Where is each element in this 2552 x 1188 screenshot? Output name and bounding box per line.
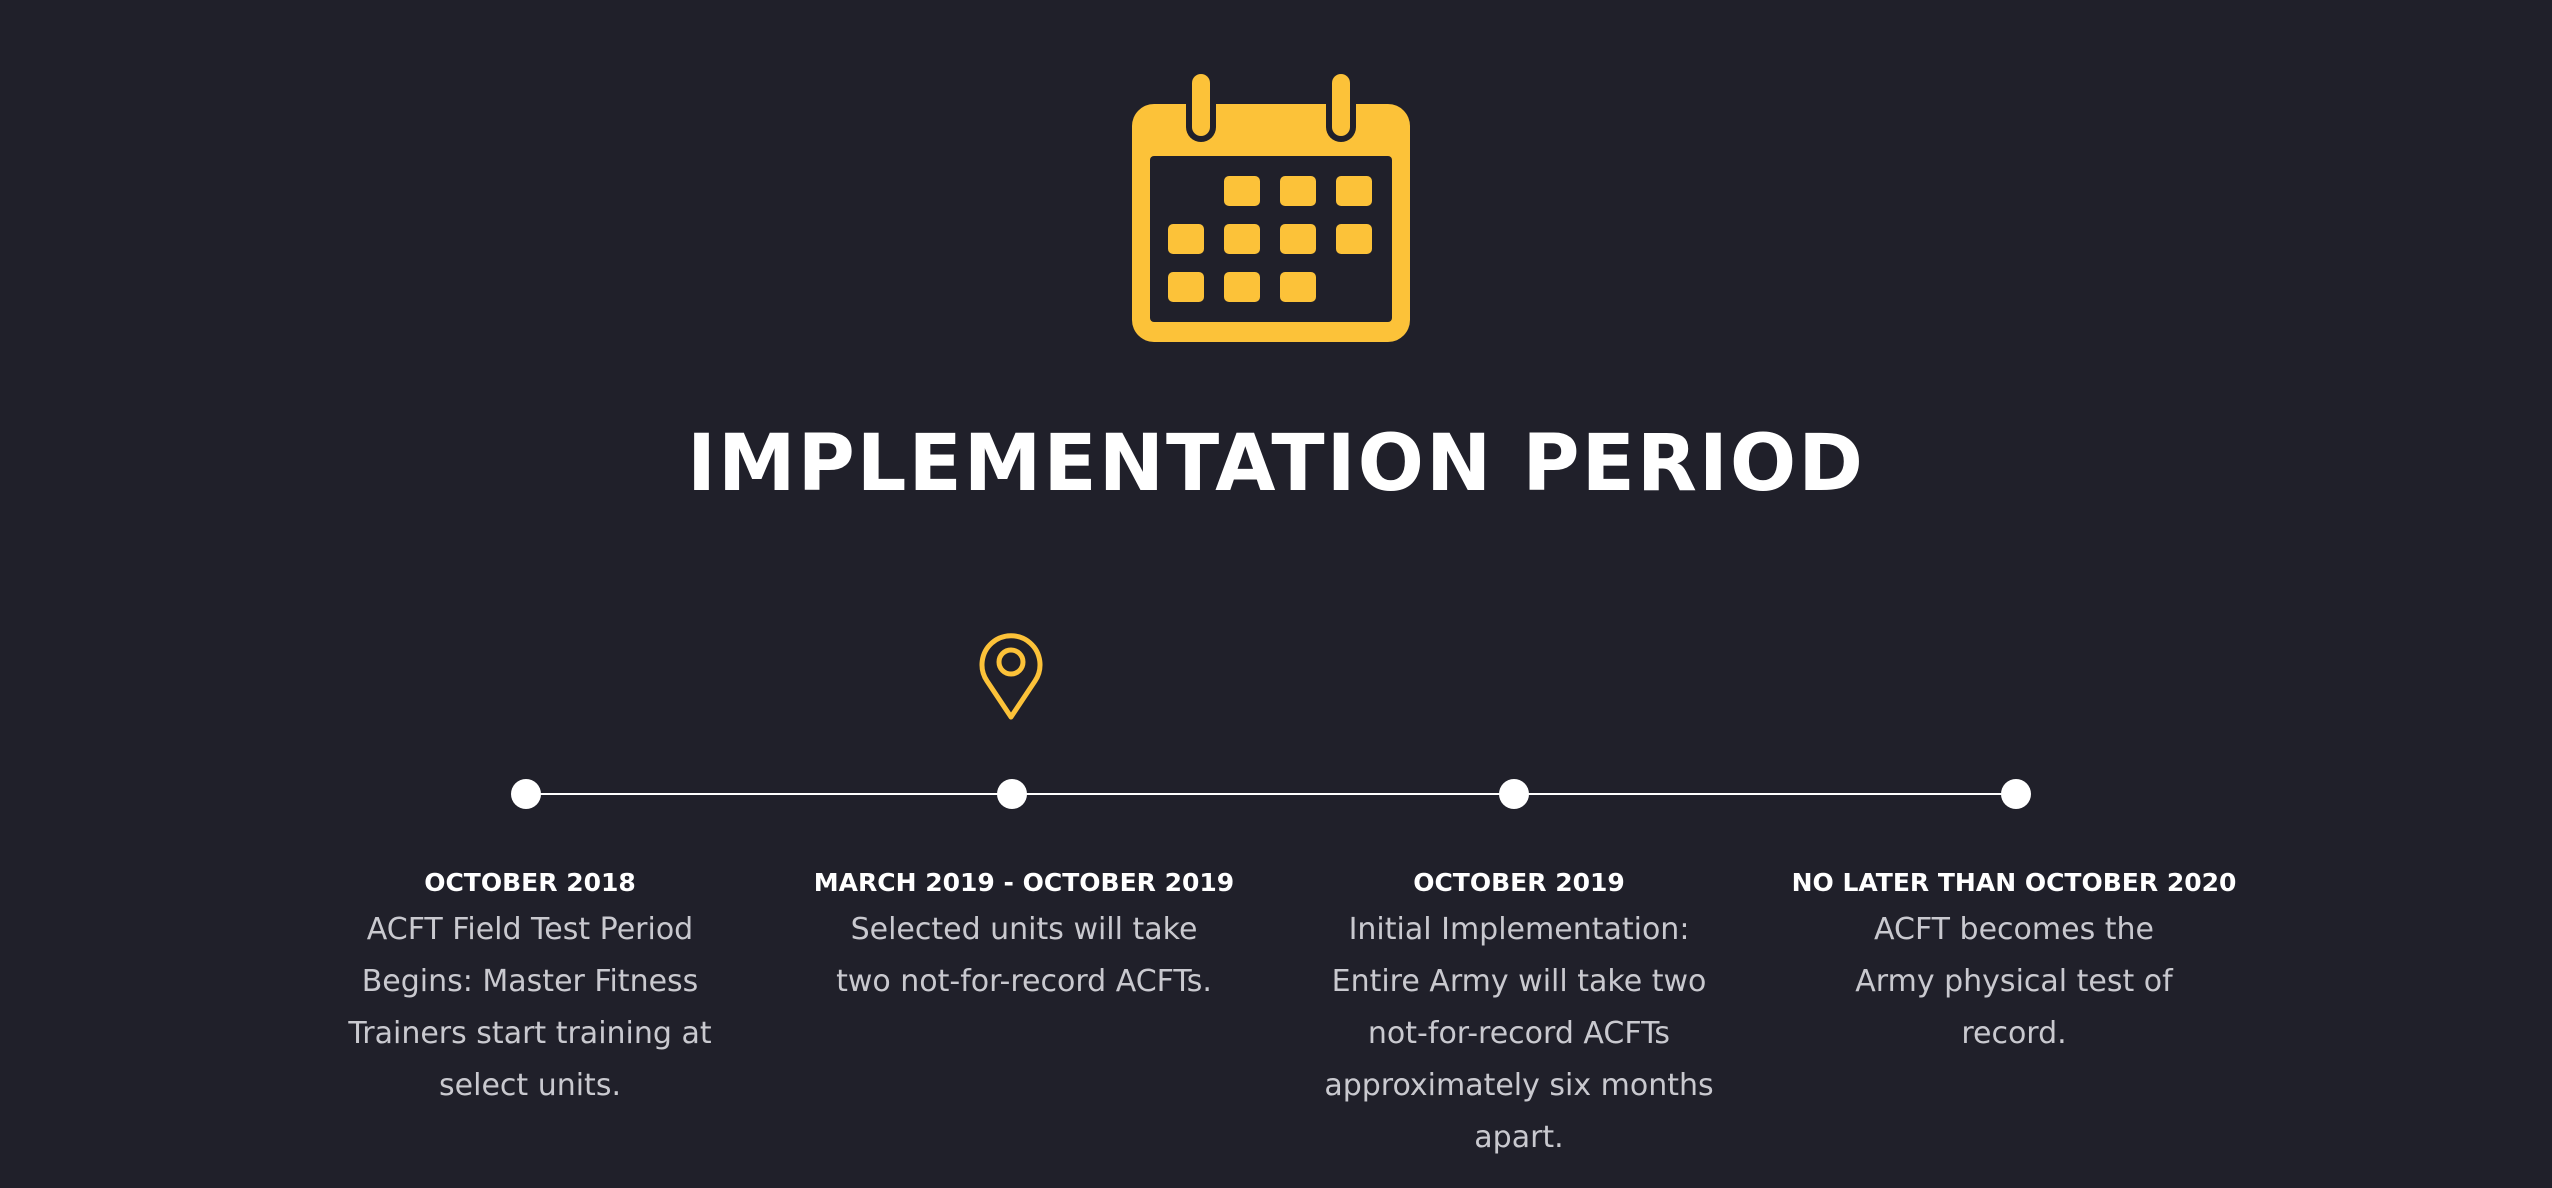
timeline-dot-3 bbox=[1499, 779, 1529, 809]
milestone-october-2019: OCTOBER 2019 Initial Implementation: Ent… bbox=[1279, 866, 1759, 1164]
milestone-october-2018: OCTOBER 2018 ACFT Field Test Period Begi… bbox=[290, 866, 770, 1112]
timeline-dot-1 bbox=[511, 779, 541, 809]
timeline-dot-4 bbox=[2001, 779, 2031, 809]
timeline-dot-2 bbox=[997, 779, 1027, 809]
calendar-icon bbox=[1132, 70, 1410, 342]
milestone-date: MARCH 2019 - OCTOBER 2019 bbox=[813, 868, 1235, 897]
milestone-date: NO LATER THAN OCTOBER 2020 bbox=[1791, 868, 2237, 897]
map-pin-icon bbox=[979, 633, 1043, 720]
page-title: IMPLEMENTATION PERIOD bbox=[687, 419, 1865, 509]
milestone-description: ACFT becomes the Army physical test of r… bbox=[1855, 912, 2173, 1051]
milestone-description: Selected units will take two not-for-rec… bbox=[836, 912, 1212, 999]
milestone-march-october-2019: MARCH 2019 - OCTOBER 2019 Selected units… bbox=[784, 866, 1264, 1008]
milestone-date: OCTOBER 2019 bbox=[1413, 868, 1625, 897]
milestone-description: Initial Implementation: Entire Army will… bbox=[1324, 912, 1714, 1155]
timeline-line bbox=[526, 793, 2016, 795]
milestone-date: OCTOBER 2018 bbox=[424, 868, 636, 897]
milestone-no-later-than-october-2020: NO LATER THAN OCTOBER 2020 ACFT becomes … bbox=[1774, 866, 2254, 1060]
milestone-description: ACFT Field Test Period Begins: Master Fi… bbox=[348, 912, 712, 1103]
